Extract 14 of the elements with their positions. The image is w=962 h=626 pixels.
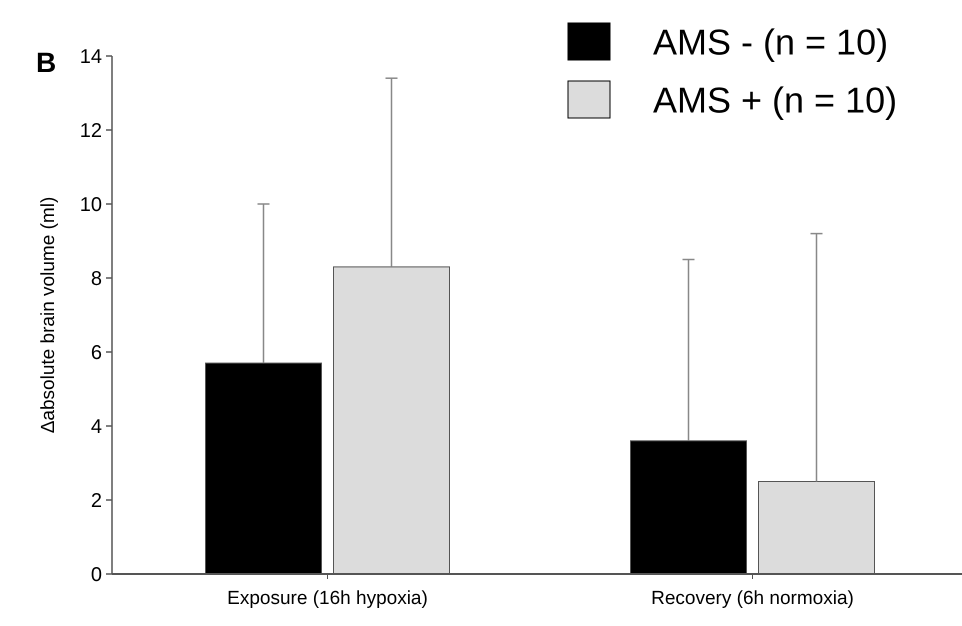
y-tick-label: 4 [90,416,102,438]
y-tick-label: 12 [80,120,102,142]
legend-label: AMS + (n = 10) [653,80,898,121]
x-tick-label: Exposure (16h hypoxia) [227,588,428,609]
text: B [36,47,56,78]
y-tick-label: 6 [90,342,102,364]
y-tick-label: 2 [90,490,102,512]
y-tick-label: 10 [80,194,102,216]
x-tick-label: Recovery (6h normoxia) [651,588,854,609]
y-tick-label: 0 [90,564,102,586]
legend-label: AMS - (n = 10) [653,22,888,63]
y-tick-label: 8 [90,268,102,290]
y-tick-label: 14 [80,46,102,68]
y-axis-title: Δabsolute brain volume (ml) [38,196,59,434]
